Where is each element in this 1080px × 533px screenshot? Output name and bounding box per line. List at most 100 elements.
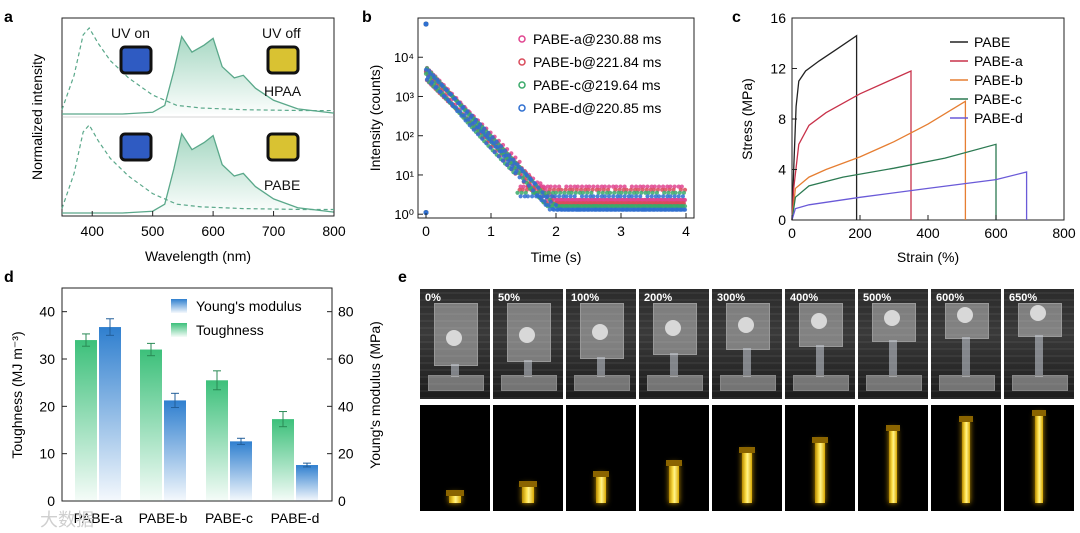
ticklabel-c-y-12: 12 <box>770 61 786 77</box>
ticklabel-c-y-4: 4 <box>778 162 786 178</box>
point <box>638 184 643 189</box>
point <box>558 190 563 195</box>
point <box>518 184 523 189</box>
point <box>520 169 525 174</box>
point <box>423 210 429 216</box>
point <box>442 94 447 99</box>
sample-strip <box>1035 335 1043 377</box>
point <box>649 184 654 189</box>
clamp-knob <box>665 320 681 336</box>
strain-photo-2: 100% <box>566 289 636 399</box>
point <box>575 184 580 189</box>
point <box>621 187 626 192</box>
point <box>604 190 610 195</box>
point <box>426 75 431 80</box>
point <box>668 184 673 189</box>
afterglow-strip <box>961 419 971 503</box>
point <box>569 190 574 195</box>
point <box>499 149 504 154</box>
excitation-line-1 <box>61 123 334 211</box>
point <box>533 181 538 186</box>
legend-marker-b-1 <box>518 58 526 66</box>
ticklabel-c-x-400: 400 <box>916 225 940 241</box>
point <box>645 194 650 199</box>
point <box>494 139 499 144</box>
excitation-line-0 <box>61 26 334 112</box>
point <box>584 184 589 189</box>
point <box>573 190 578 195</box>
legend-swatch-toughness <box>171 323 187 337</box>
point <box>521 184 526 189</box>
point <box>507 153 512 158</box>
point <box>612 190 617 195</box>
point <box>526 183 532 188</box>
series-3 <box>423 21 688 216</box>
legend-label-c-3: PABE-c <box>974 91 1022 107</box>
afterglow-cap <box>665 460 683 466</box>
point <box>583 187 588 192</box>
ticklabel-c-x-200: 200 <box>848 225 872 241</box>
curve-PABE-c <box>791 143 997 221</box>
ticklabel-a-800: 800 <box>322 223 346 239</box>
point <box>480 136 485 141</box>
point <box>572 184 577 189</box>
strain-photo-8: 650% <box>1004 289 1074 399</box>
lower-clamp <box>866 375 922 391</box>
point <box>562 190 567 195</box>
point <box>665 194 670 199</box>
point <box>498 144 503 149</box>
uv-on-swatch-top <box>119 45 153 75</box>
legend-swatch-modulus <box>171 299 187 313</box>
point <box>467 123 472 128</box>
point <box>536 185 541 190</box>
bar-toughness-PABE-d <box>272 419 294 501</box>
strain-label: 50% <box>498 292 521 304</box>
legend-label-c-1: PABE-a <box>974 53 1023 69</box>
point <box>568 184 573 189</box>
strain-photo-0: 0% <box>420 289 490 399</box>
point <box>606 184 612 189</box>
panel-letter-b: b <box>362 9 372 26</box>
panel-d: d PABE-a PABE-b PABE-c PABE-d 0 10 20 30 40 0 20 4… <box>4 269 383 526</box>
afterglow-photo-2 <box>566 405 636 511</box>
point <box>676 184 681 189</box>
point <box>595 184 600 189</box>
strain-photo-1: 50% <box>493 289 563 399</box>
legend-label-modulus: Young's modulus <box>196 298 302 314</box>
panel-letter-a: a <box>4 9 13 26</box>
point <box>551 207 557 212</box>
ticklabel-d-y2-60: 60 <box>338 351 354 367</box>
point <box>516 165 521 170</box>
point <box>531 188 536 193</box>
point <box>619 190 624 195</box>
point <box>602 184 608 189</box>
point <box>515 190 520 195</box>
legend-label-c-0: PABE <box>974 34 1010 50</box>
afterglow-photo-4 <box>712 405 782 511</box>
clamp-knob <box>519 327 535 343</box>
point <box>500 158 506 163</box>
curve-PABE-b <box>791 100 967 221</box>
point <box>585 190 590 195</box>
point <box>517 187 522 192</box>
panel-b-ylabel: Intensity (counts) <box>367 65 383 172</box>
point <box>676 194 681 199</box>
lower-clamp <box>428 375 484 391</box>
lower-clamp <box>939 375 995 391</box>
point <box>643 190 648 195</box>
point <box>504 153 509 158</box>
legend-label-b-3: PABE-d@220.85 ms <box>533 100 661 116</box>
panel-d-legend: Young's modulus Toughness <box>171 298 302 338</box>
sample-strip <box>524 360 532 377</box>
ticklabel-b-x-0: 0 <box>422 223 430 239</box>
panel-b-legend: PABE-a@230.88 ms PABE-b@221.84 ms PABE-c@2… <box>518 31 661 116</box>
point <box>656 184 662 189</box>
point <box>548 199 553 204</box>
point <box>670 190 675 195</box>
panel-c-xlabel: Strain (%) <box>897 249 959 265</box>
point <box>629 184 635 189</box>
point <box>629 194 635 199</box>
point <box>622 184 627 189</box>
point <box>652 184 657 189</box>
